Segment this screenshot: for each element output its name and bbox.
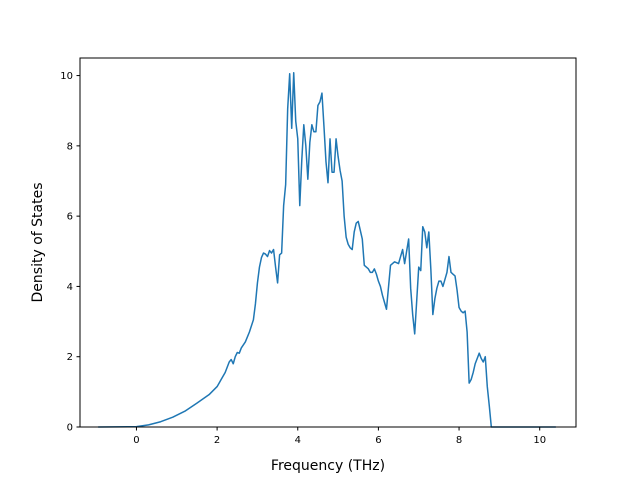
x-tick-label: 4 — [295, 435, 301, 446]
y-axis-ticks: 0 2 4 6 8 10 — [60, 71, 80, 434]
y-axis-label: Density of States — [30, 183, 46, 303]
series-line-0 — [98, 72, 556, 428]
y-tick-label: 0 — [67, 423, 73, 434]
axes-frame — [79, 57, 577, 428]
x-tick-label: 2 — [214, 435, 220, 446]
x-tick-label: 6 — [375, 435, 381, 446]
y-tick-label: 8 — [67, 141, 73, 152]
y-tick-label: 4 — [67, 282, 73, 293]
x-tick-label: 8 — [456, 435, 462, 446]
y-tick-label: 10 — [60, 71, 73, 82]
x-tick-label: 0 — [133, 435, 139, 446]
x-tick-label: 10 — [533, 435, 546, 446]
y-tick-label: 6 — [67, 212, 73, 223]
plot-area — [98, 72, 556, 428]
x-axis-label: Frequency (THz) — [271, 458, 385, 474]
x-axis-ticks: 0 2 4 6 8 10 — [133, 427, 546, 446]
y-tick-label: 2 — [67, 352, 73, 363]
